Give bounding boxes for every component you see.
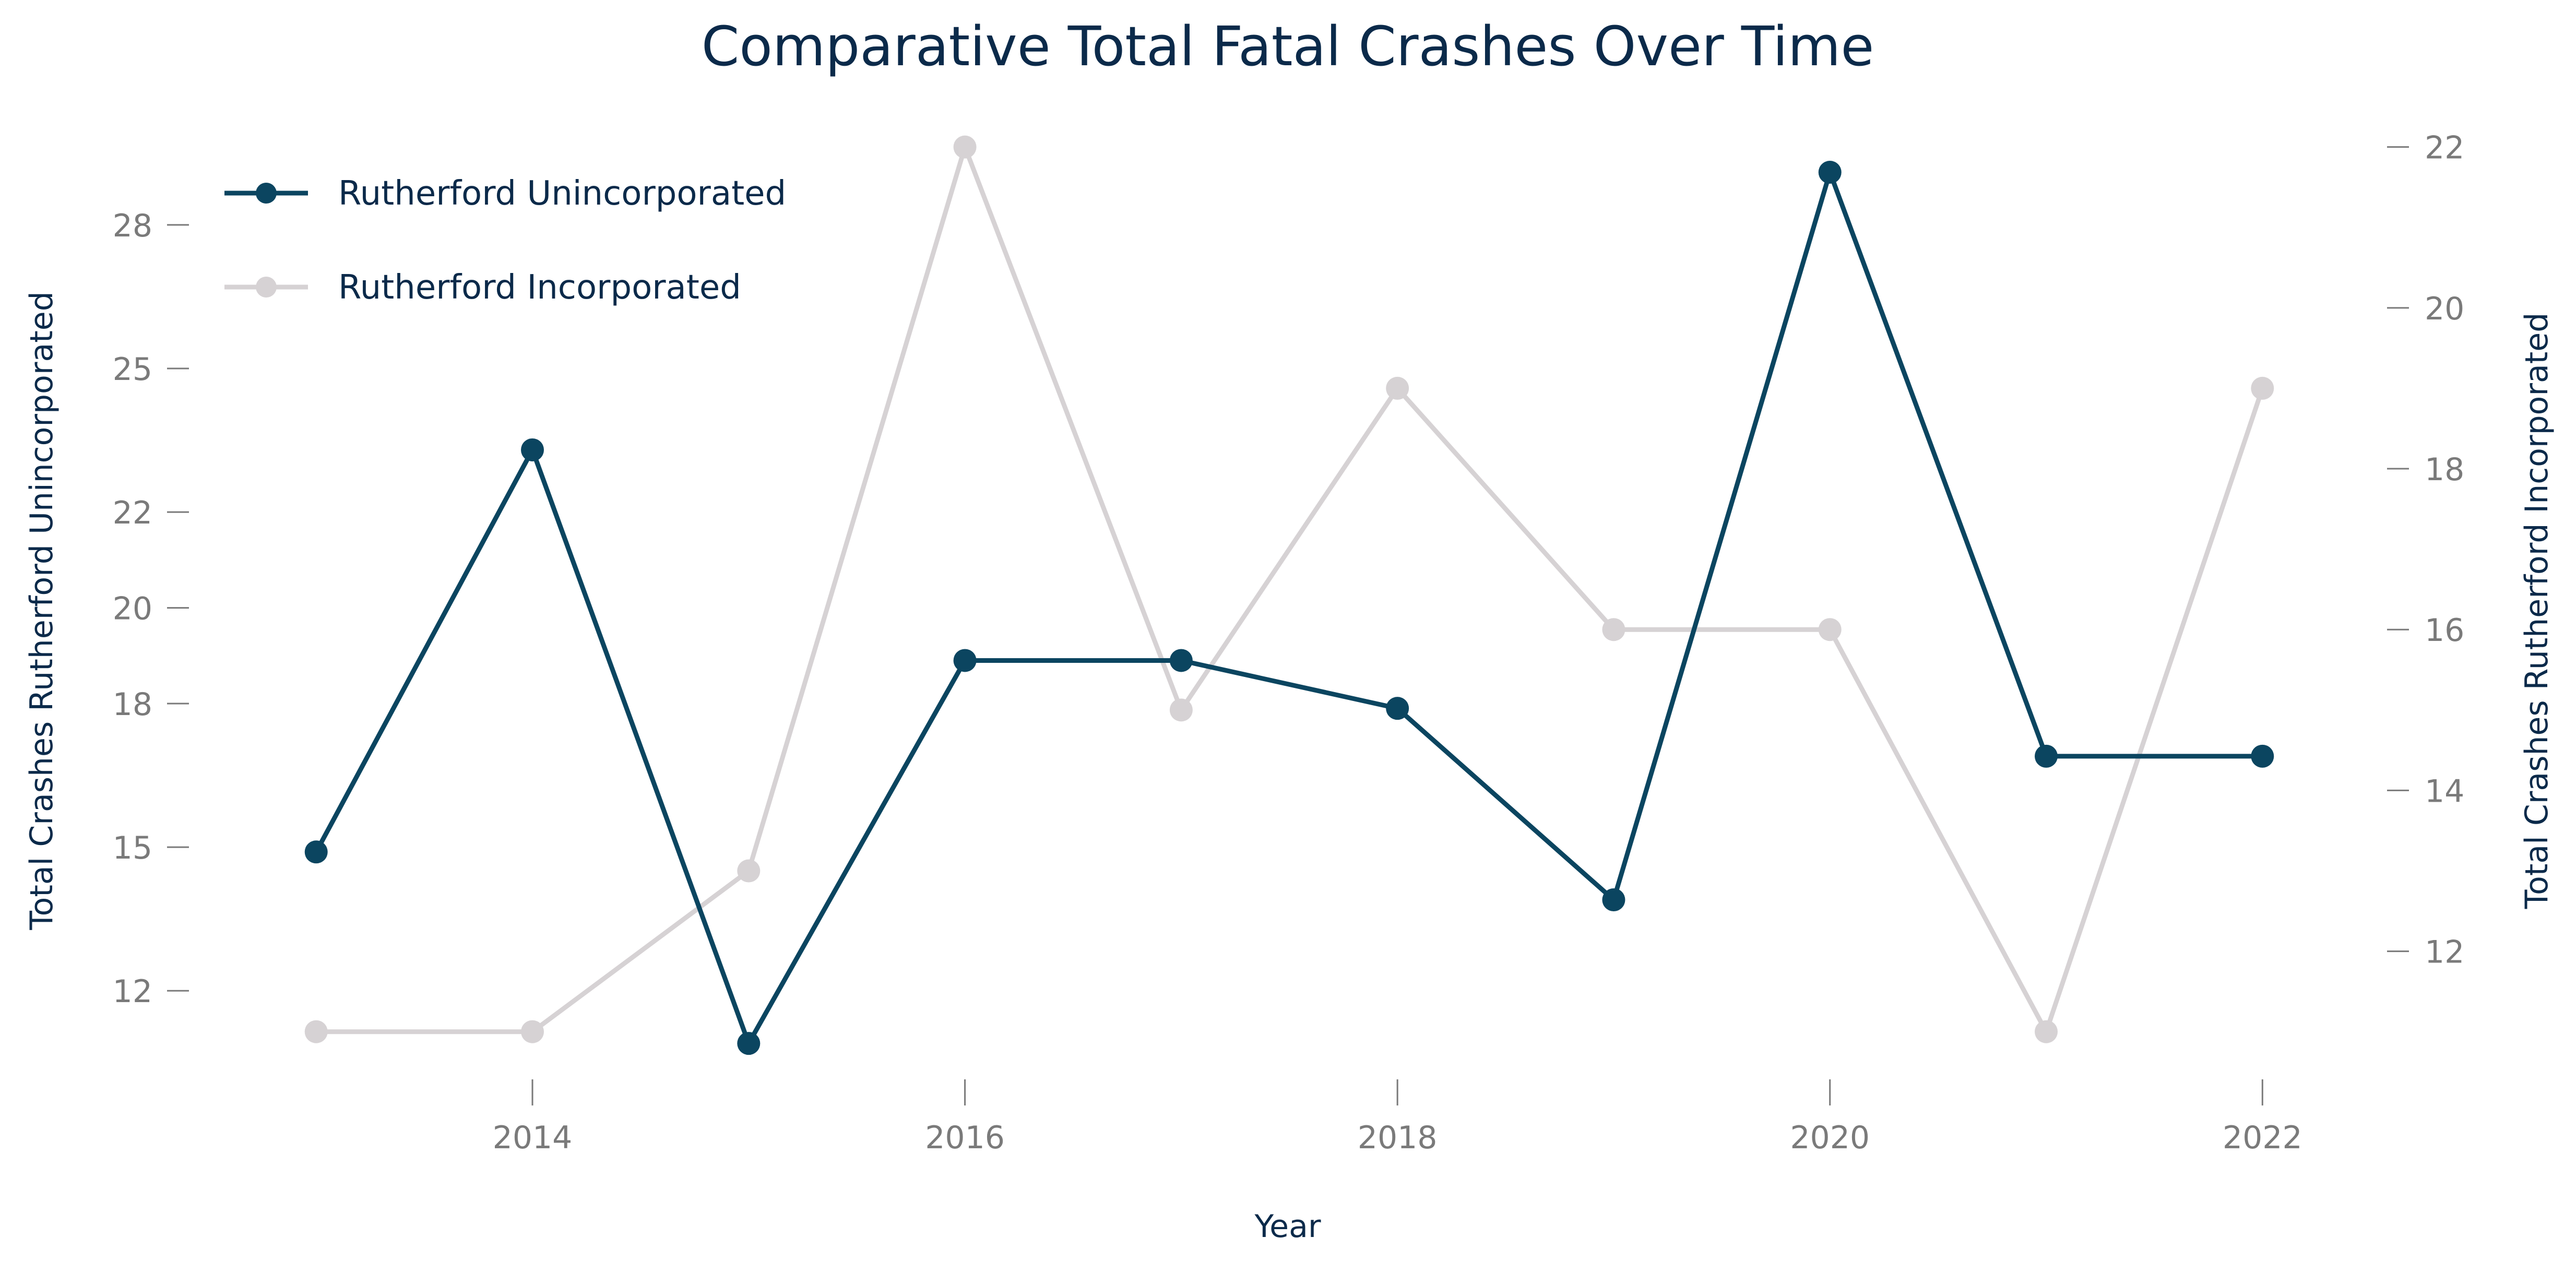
y-axis-right-ticks: 12 14 16 18 20 22 xyxy=(2387,130,2464,971)
data-point-rutherford-unincorporated xyxy=(521,438,544,461)
y-axis-left-label: Total Crashes Rutherford Unincorporated xyxy=(23,291,60,931)
data-point-rutherford-incorporated xyxy=(304,1020,328,1043)
data-point-rutherford-incorporated xyxy=(1818,618,1842,641)
legend-marker-incorporated xyxy=(256,277,277,298)
y-left-tick-label: 20 xyxy=(113,591,152,627)
data-point-rutherford-unincorporated xyxy=(953,649,977,672)
data-point-rutherford-incorporated xyxy=(953,135,977,159)
data-point-rutherford-incorporated xyxy=(737,859,761,883)
x-axis-ticks: 2014 2016 2018 2020 2022 xyxy=(493,1079,2302,1156)
data-point-rutherford-unincorporated xyxy=(737,1032,761,1055)
legend-marker-unincorporated xyxy=(256,183,277,204)
x-tick-label: 2014 xyxy=(493,1120,573,1156)
y-left-tick-label: 12 xyxy=(113,973,152,1010)
data-point-rutherford-unincorporated xyxy=(2035,744,2058,768)
y-right-tick-label: 14 xyxy=(2425,773,2464,810)
y-left-tick-label: 15 xyxy=(113,830,152,866)
legend-item-incorporated: Rutherford Incorporated xyxy=(224,268,741,307)
y-left-tick-label: 22 xyxy=(113,495,152,531)
y-left-tick-label: 25 xyxy=(113,351,152,388)
data-point-rutherford-incorporated xyxy=(2251,376,2274,400)
data-point-rutherford-incorporated xyxy=(1386,376,1409,400)
x-tick-label: 2022 xyxy=(2223,1120,2302,1156)
data-point-rutherford-unincorporated xyxy=(1818,161,1842,184)
x-tick-label: 2018 xyxy=(1358,1120,1438,1156)
data-point-rutherford-unincorporated xyxy=(304,840,328,864)
data-point-rutherford-incorporated xyxy=(521,1020,544,1043)
legend: Rutherford Unincorporated Rutherford Inc… xyxy=(224,174,786,307)
x-tick-label: 2020 xyxy=(1790,1120,1870,1156)
data-point-rutherford-unincorporated xyxy=(1386,697,1409,720)
series-layer xyxy=(304,135,2274,1055)
chart-title: Comparative Total Fatal Crashes Over Tim… xyxy=(702,15,1874,78)
data-point-rutherford-unincorporated xyxy=(1169,649,1193,672)
x-tick-label: 2016 xyxy=(925,1120,1005,1156)
x-axis-label: Year xyxy=(1254,1208,1321,1245)
legend-item-unincorporated: Rutherford Unincorporated xyxy=(224,174,786,213)
data-point-rutherford-incorporated xyxy=(1602,618,1625,641)
legend-label-incorporated: Rutherford Incorporated xyxy=(338,268,741,307)
data-point-rutherford-unincorporated xyxy=(1602,888,1625,911)
y-right-tick-label: 12 xyxy=(2425,934,2464,971)
y-right-tick-label: 16 xyxy=(2425,612,2464,649)
y-left-tick-label: 28 xyxy=(113,208,152,244)
series-line-rutherford-unincorporated xyxy=(314,164,2263,1049)
data-point-rutherford-incorporated xyxy=(2035,1020,2058,1043)
y-axis-left-ticks: 12 15 18 20 22 25 28 xyxy=(113,208,189,1010)
y-axis-right-label: Total Crashes Rutherford Incorporated xyxy=(2519,313,2555,910)
series-line-rutherford-incorporated xyxy=(316,139,2265,1038)
y-right-tick-label: 18 xyxy=(2425,451,2464,488)
data-point-rutherford-unincorporated xyxy=(2251,744,2274,768)
data-point-rutherford-incorporated xyxy=(1169,698,1193,722)
y-right-tick-label: 22 xyxy=(2425,130,2464,166)
legend-label-unincorporated: Rutherford Unincorporated xyxy=(338,174,786,213)
y-right-tick-label: 20 xyxy=(2425,291,2464,327)
y-left-tick-label: 18 xyxy=(113,686,152,723)
